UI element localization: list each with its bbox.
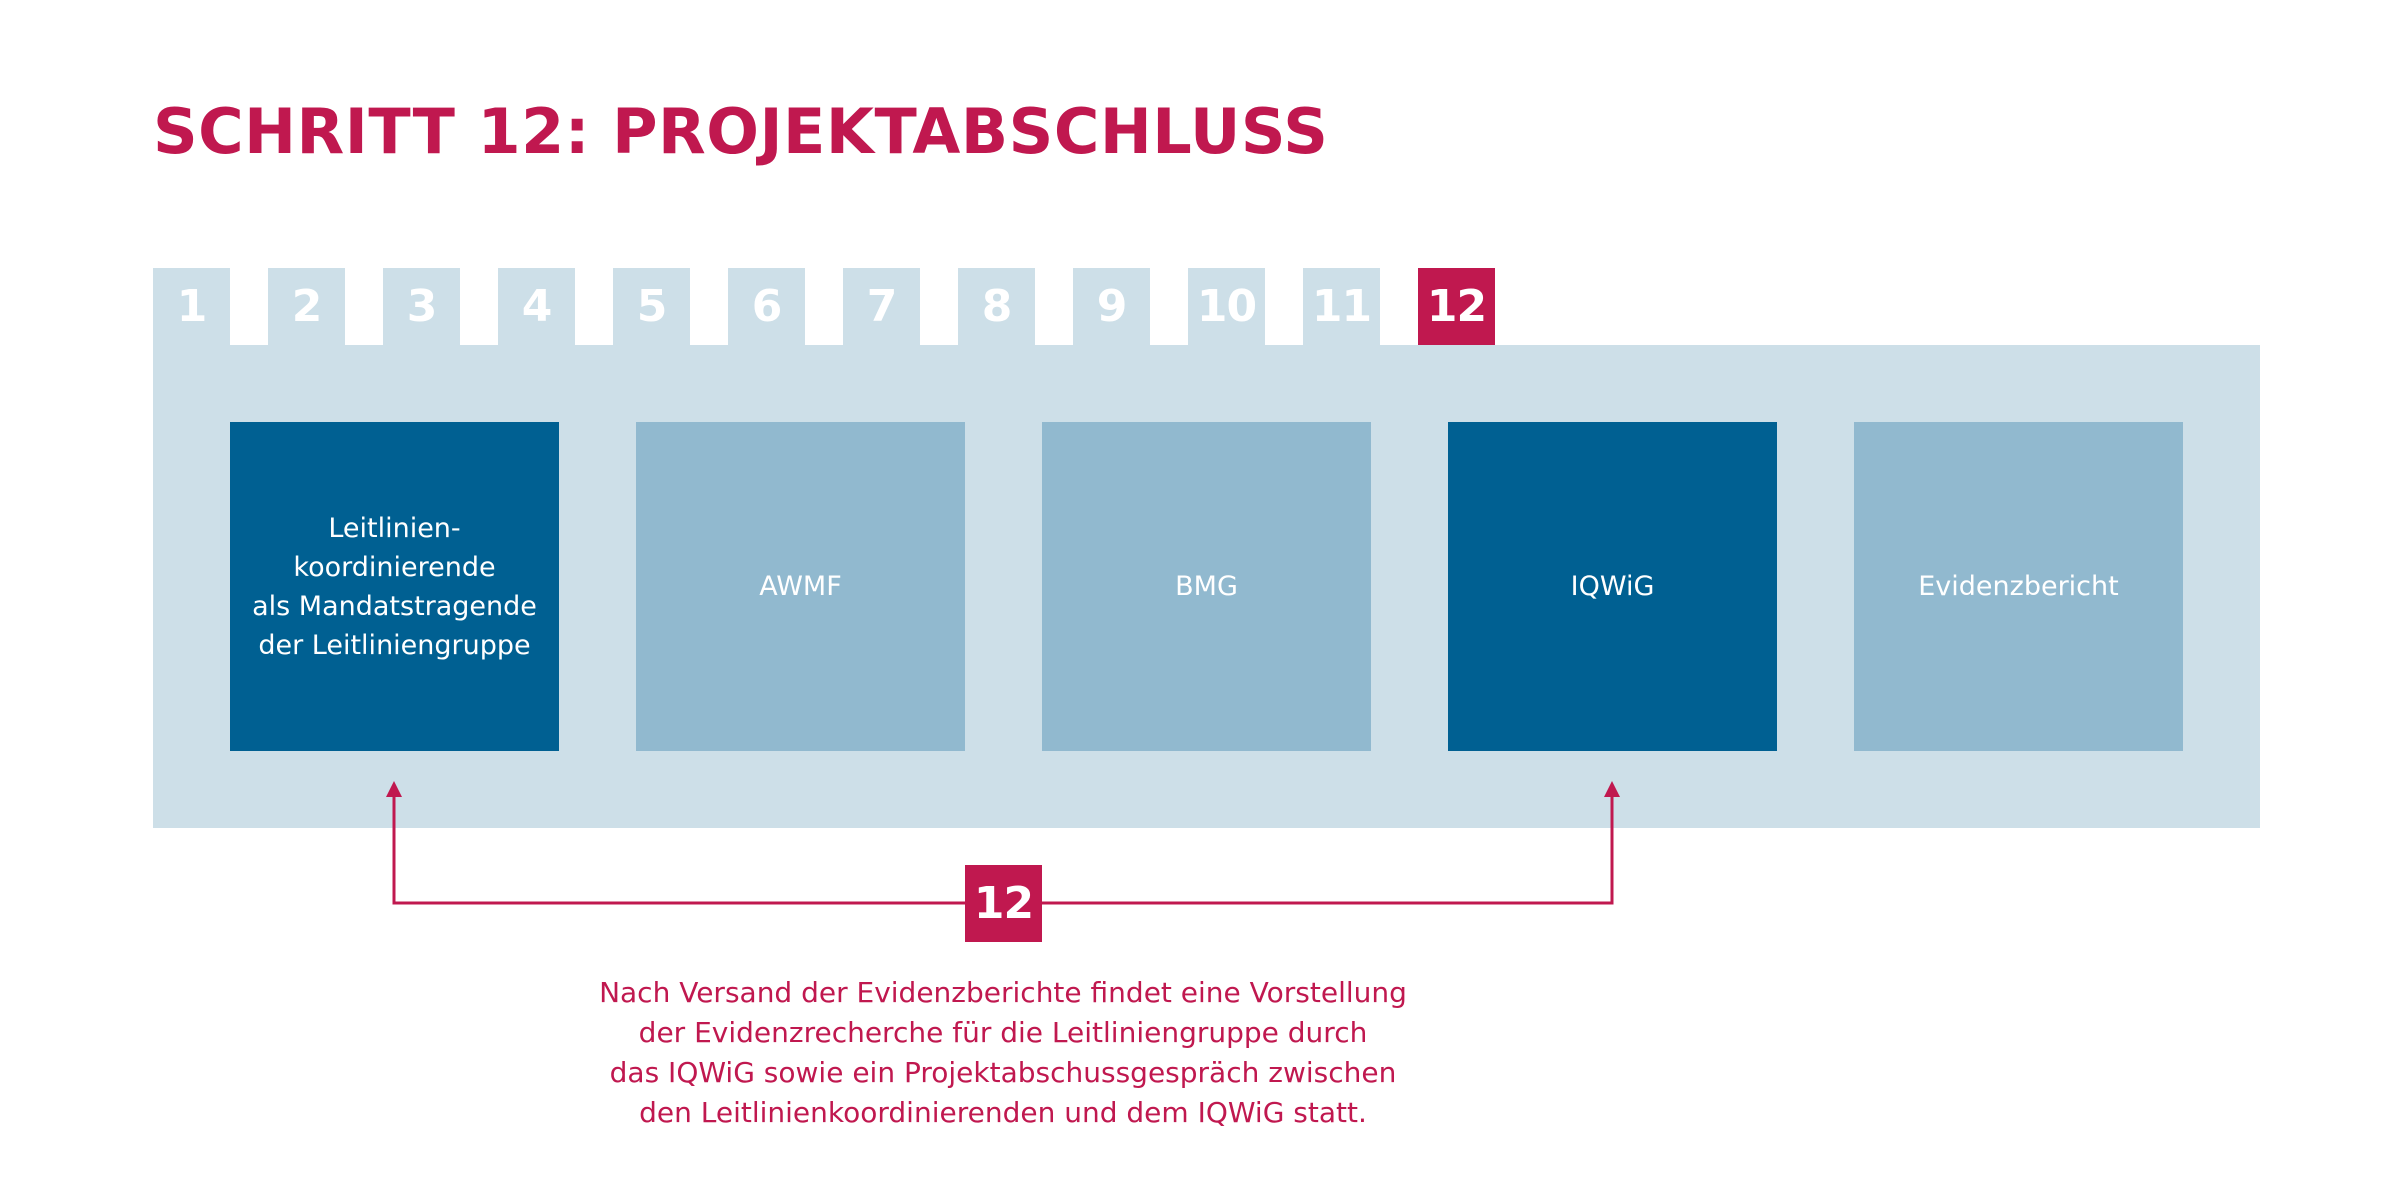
arrowhead-right <box>1604 781 1620 797</box>
description-line-4: den Leitlinienkoordinierenden und dem IQ… <box>639 1096 1367 1129</box>
box-awmf: AWMF <box>636 422 965 751</box>
step-description: Nach Versand der Evidenzberichte findet … <box>503 973 1503 1133</box>
description-line-2: der Evidenzrecherche für die Leitlinieng… <box>638 1016 1368 1049</box>
step-tab-1: 1 <box>153 268 230 345</box>
arrowhead-left <box>386 781 402 797</box>
description-line-3: das IQWiG sowie ein Projektabschussgespr… <box>609 1056 1397 1089</box>
box-awmf-label: AWMF <box>759 571 842 602</box>
box-label-line-4: der Leitliniengruppe <box>258 629 531 661</box>
box-label-line-3: als Mandatstragende <box>252 590 537 622</box>
box-bmg: BMG <box>1042 422 1371 751</box>
step-tab-9: 9 <box>1073 268 1150 345</box>
box-label-line-1: Leitlinien- <box>328 512 461 544</box>
step-tab-2: 2 <box>268 268 345 345</box>
step-tab-12-active: 12 <box>1418 268 1495 345</box>
box-evidenzbericht-label: Evidenzbericht <box>1918 571 2119 602</box>
step-tab-6: 6 <box>728 268 805 345</box>
page-title: SCHRITT 12: PROJEKTABSCHLUSS <box>153 95 1329 168</box>
box-iqwig: IQWiG <box>1448 422 1777 751</box>
step-tab-3: 3 <box>383 268 460 345</box>
step-tab-10: 10 <box>1188 268 1265 345</box>
box-evidenzbericht: Evidenzbericht <box>1854 422 2183 751</box>
box-leitlinienkoordinierende: Leitlinien- koordinierende als Mandatstr… <box>230 422 559 751</box>
step-tab-8: 8 <box>958 268 1035 345</box>
step-tab-11: 11 <box>1303 268 1380 345</box>
box-label-line-2: koordinierende <box>293 551 496 583</box>
box-leitlinienkoordinierende-label: Leitlinien- koordinierende als Mandatstr… <box>252 509 537 665</box>
box-iqwig-label: IQWiG <box>1570 571 1655 602</box>
box-bmg-label: BMG <box>1175 571 1238 602</box>
step-tab-5: 5 <box>613 268 690 345</box>
step-tab-7: 7 <box>843 268 920 345</box>
description-line-1: Nach Versand der Evidenzberichte findet … <box>599 976 1407 1009</box>
step-tab-4: 4 <box>498 268 575 345</box>
connector-step-badge: 12 <box>965 865 1042 942</box>
